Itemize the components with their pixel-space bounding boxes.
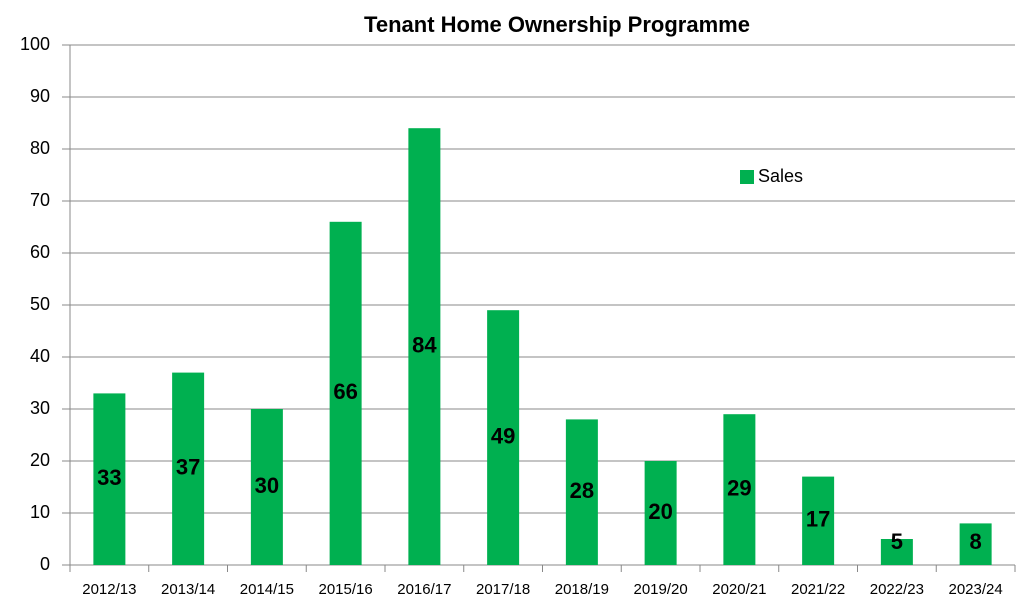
bar [408, 128, 441, 565]
legend-swatch [740, 170, 754, 184]
bar [802, 476, 835, 565]
data-label: 37 [176, 455, 200, 480]
y-tick-label: 100 [20, 34, 50, 54]
data-label: 33 [97, 465, 121, 490]
x-tick-label: 2018/19 [555, 581, 609, 598]
x-tick-label: 2021/22 [791, 581, 845, 598]
x-tick-label: 2017/18 [476, 581, 530, 598]
data-label: 29 [727, 475, 751, 500]
bar [880, 539, 913, 565]
y-tick-label: 40 [30, 346, 50, 366]
data-label: 17 [806, 507, 830, 532]
bar [329, 221, 362, 566]
data-label: 8 [970, 529, 982, 554]
data-label: 30 [255, 473, 279, 498]
bar [250, 409, 283, 565]
bar [565, 419, 598, 565]
chart-title: Tenant Home Ownership Programme [364, 12, 750, 37]
x-tick-label: 2020/21 [712, 581, 766, 598]
y-tick-label: 30 [30, 398, 50, 418]
data-label: 84 [412, 332, 437, 357]
data-label: 66 [333, 379, 357, 404]
x-tick-label: 2019/20 [634, 581, 688, 598]
x-tick-label: 2012/13 [82, 581, 136, 598]
bar [644, 461, 677, 565]
x-tick-label: 2022/23 [870, 581, 924, 598]
y-tick-label: 0 [40, 554, 50, 574]
y-tick-label: 20 [30, 450, 50, 470]
bar [172, 372, 205, 565]
y-tick-label: 80 [30, 138, 50, 158]
x-tick-label: 2023/24 [949, 581, 1003, 598]
data-label: 20 [648, 499, 672, 524]
bar [487, 310, 520, 565]
bar [93, 393, 126, 565]
y-tick-label: 10 [30, 502, 50, 522]
legend-label: Sales [758, 166, 803, 186]
data-label: 28 [570, 478, 594, 503]
x-tick-label: 2013/14 [161, 581, 215, 598]
x-tick-label: 2014/15 [240, 581, 294, 598]
y-tick-label: 50 [30, 294, 50, 314]
x-tick-label: 2015/16 [319, 581, 373, 598]
bar [959, 523, 992, 565]
y-tick-label: 70 [30, 190, 50, 210]
x-tick-label: 2016/17 [397, 581, 451, 598]
data-label: 5 [891, 529, 903, 554]
bar [723, 414, 756, 565]
data-label: 49 [491, 423, 515, 448]
y-tick-label: 60 [30, 242, 50, 262]
y-tick-label: 90 [30, 86, 50, 106]
